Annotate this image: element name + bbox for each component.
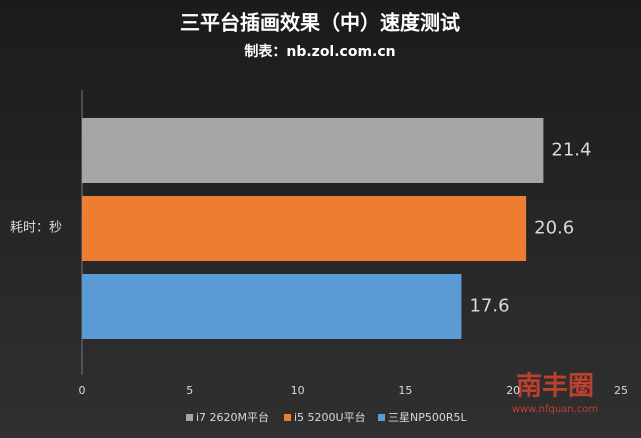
x-tick-label: 10 [291,384,305,397]
x-tick-label: 15 [398,384,412,397]
bar [82,274,462,339]
legend-swatch [186,414,193,421]
watermark-url: www.nfquan.com [512,404,598,415]
watermark-brand: 南丰圈 [516,372,594,402]
category-label: 耗时：秒 [10,221,62,236]
value-label: 17.6 [469,296,509,317]
legend-swatch [284,414,291,421]
bar [82,118,544,183]
x-tick-label: 20 [506,384,520,397]
x-tick-label: 5 [186,384,193,397]
legend-label: 三星NP500R5L [388,411,467,424]
legend-label: i7 2620M平台 [196,410,269,424]
x-tick-label: 25 [614,384,628,397]
chart-subtitle: 制表：nb.zol.com.cn [244,43,395,60]
value-label: 20.6 [534,218,574,239]
legend-swatch [378,414,385,421]
x-tick-label: 0 [79,384,86,397]
value-label: 21.4 [551,140,591,161]
chart-title: 三平台插画效果（中）速度测试 [180,11,460,35]
bar [82,196,527,261]
legend-label: i5 5200U平台 [294,410,366,424]
